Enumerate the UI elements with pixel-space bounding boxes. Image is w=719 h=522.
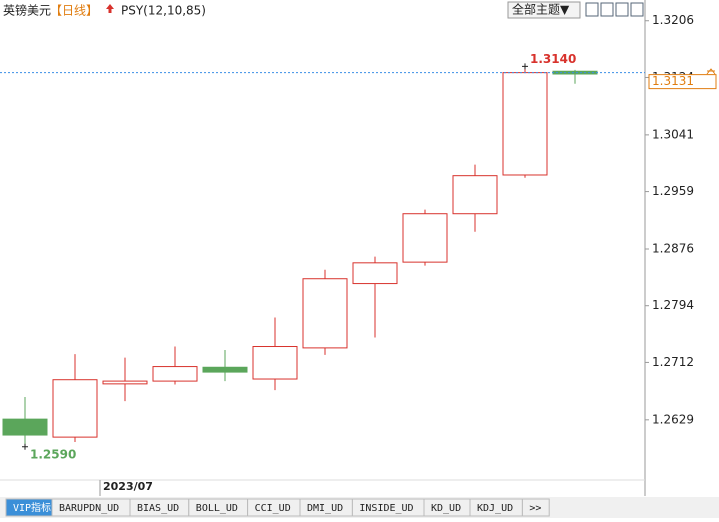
candle-body: [102, 380, 148, 385]
theme-button-box[interactable]: [507, 1, 581, 19]
tool-button[interactable]: [615, 2, 629, 17]
candle-body: [252, 346, 298, 380]
tab-label[interactable]: >>: [529, 503, 541, 514]
tab-label[interactable]: KDJ_UD: [477, 503, 513, 514]
candle-body: [2, 418, 48, 436]
tab-label[interactable]: INSIDE_UD: [359, 503, 413, 514]
tab-label[interactable]: VIP指标: [13, 501, 51, 514]
tool-button[interactable]: [630, 2, 644, 17]
max-marker: [522, 63, 528, 70]
max-label: 1.3140: [530, 52, 576, 66]
last-price-label: 1.3131: [652, 74, 694, 88]
y-tick-label: 1.2959: [652, 184, 694, 198]
tab-label[interactable]: BARUPDN_UD: [59, 503, 119, 514]
last-price-box: [648, 74, 717, 90]
tab-label[interactable]: BIAS_UD: [137, 503, 179, 514]
indicator-icon: [106, 4, 114, 13]
price-arrow: [706, 68, 716, 75]
y-tick-label: 1.2712: [652, 355, 694, 369]
y-tick-label: 1.2794: [652, 298, 694, 312]
candle-body: [352, 262, 398, 285]
candle-body: [152, 366, 198, 382]
candle-body: [502, 72, 548, 176]
candle-body: [452, 175, 498, 215]
theme-button-label[interactable]: 全部主题▼: [512, 2, 570, 17]
tool-button[interactable]: [585, 2, 599, 17]
min-marker: [22, 443, 28, 450]
toolbar: [585, 2, 644, 17]
y-tick-label: 1.2629: [652, 412, 694, 426]
period-label: 【日线】: [50, 4, 98, 18]
candle-body: [402, 213, 448, 263]
tab[interactable]: [521, 498, 550, 517]
candle-body: [202, 366, 248, 373]
candle-body: [302, 278, 348, 349]
tab-label[interactable]: CCI_UD: [255, 503, 291, 514]
theme-button[interactable]: 全部主题▼: [507, 1, 581, 19]
candle-body: [552, 70, 598, 75]
tab-label[interactable]: DMI_UD: [307, 503, 343, 514]
tab-label[interactable]: KD_UD: [431, 503, 461, 514]
y-tick-label: 1.3041: [652, 127, 694, 141]
y-tick-label: 1.3206: [652, 13, 694, 27]
chart-title: 英镑美元: [3, 3, 51, 18]
x-tick-label: 2023/07: [103, 480, 153, 493]
indicator-label: PSY(12,10,85): [121, 4, 206, 18]
min-label: 1.2590: [30, 447, 76, 461]
tool-button[interactable]: [600, 2, 614, 17]
tab-label[interactable]: BOLL_UD: [196, 503, 238, 514]
y-tick-label: 1.2876: [652, 241, 694, 255]
candle-body: [52, 379, 98, 438]
